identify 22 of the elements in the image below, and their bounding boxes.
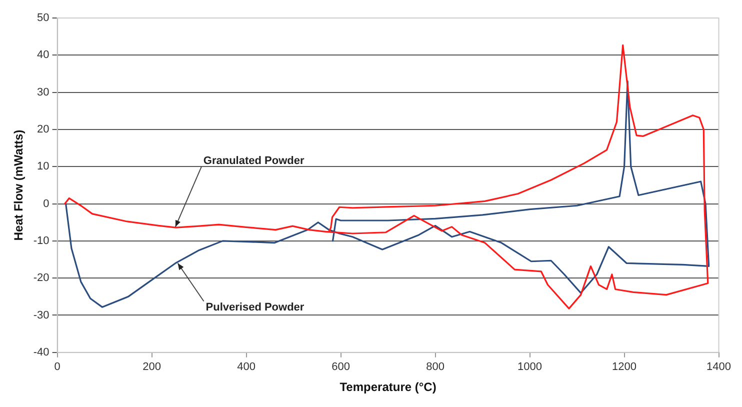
annotation: Pulverised Powder	[206, 301, 305, 314]
x-tick-label: 0	[54, 361, 60, 374]
x-tick-label: 800	[426, 361, 444, 374]
y-tick-label: 20	[37, 124, 50, 136]
x-tick-label: 1400	[706, 361, 732, 374]
y-tick-label: 50	[37, 12, 50, 24]
y-tick-label: -40	[33, 346, 50, 358]
y-tick-label: 0	[43, 198, 50, 210]
x-tick-label: 200	[142, 361, 161, 374]
x-tick-label: 1000	[518, 361, 542, 374]
x-axis-title: Temperature (°C)	[340, 380, 436, 394]
y-tick-label: 30	[37, 86, 50, 98]
x-tick-label: 600	[332, 361, 350, 374]
y-tick-label: -30	[33, 309, 50, 322]
x-tick-label: 1200	[612, 361, 637, 374]
y-axis-title: Heat Flow (mWatts)	[12, 130, 26, 241]
y-tick-label: 40	[37, 49, 50, 62]
annotation: Granulated Powder	[203, 154, 305, 167]
y-tick-label: 10	[37, 160, 50, 173]
x-tick-label: 400	[237, 361, 256, 374]
y-tick-label: -20	[33, 272, 50, 284]
y-tick-label: -10	[33, 234, 50, 247]
